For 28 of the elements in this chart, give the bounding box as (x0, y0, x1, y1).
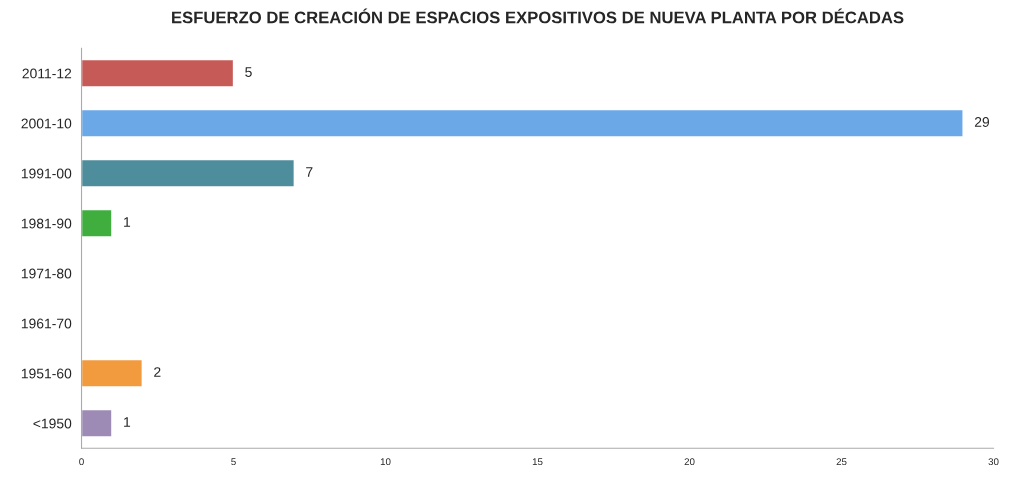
bar (81, 208, 113, 238)
bar (81, 358, 144, 388)
y-tick-label: 1991-00 (21, 168, 72, 179)
x-tick-label: 25 (836, 458, 847, 466)
x-tick-label: 10 (380, 458, 391, 466)
y-tick-label: 1981-90 (21, 218, 72, 229)
bar (81, 158, 296, 188)
x-tick-label: 0 (79, 458, 84, 466)
data-label: 1 (124, 417, 131, 427)
data-label: 7 (306, 167, 313, 177)
x-tick-label: 30 (988, 458, 999, 466)
y-tick-label: 1951-60 (21, 368, 72, 379)
data-label: 29 (974, 117, 990, 127)
bar (81, 108, 964, 138)
y-tick-label: <1950 (33, 418, 72, 429)
y-tick-label: 1961-70 (21, 318, 72, 329)
bar (81, 408, 113, 438)
data-label: 2 (154, 367, 161, 377)
chart-title: ESFUERZO DE CREACIÓN DE ESPACIOS EXPOSITIVOS DE NUEVA PLANTA POR DÉCADAS (172, 8, 904, 24)
bar (81, 58, 235, 88)
data-label: 1 (124, 217, 131, 227)
y-tick-label: 2011-12 (22, 68, 72, 79)
y-tick-label: 2001-10 (21, 118, 72, 129)
x-tick-label: 15 (532, 458, 543, 466)
data-label: 5 (245, 67, 252, 77)
y-tick-label: 1971-80 (21, 268, 72, 279)
x-tick-label: 20 (684, 458, 695, 466)
x-tick-label: 5 (231, 458, 236, 466)
